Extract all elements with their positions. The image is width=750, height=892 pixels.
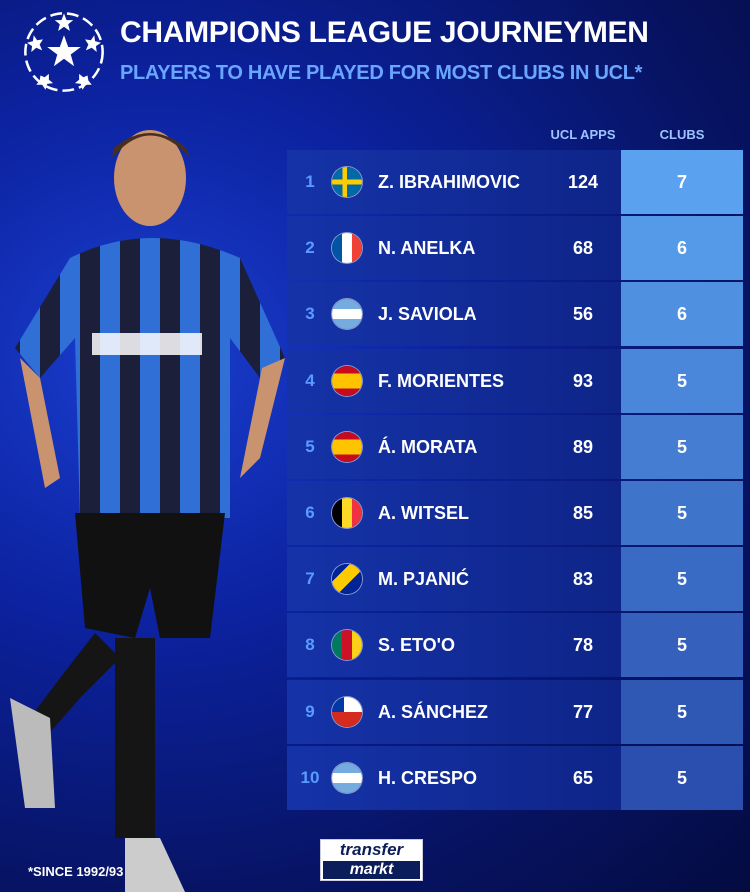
clubs-value: 5 — [621, 348, 743, 413]
table-row: 7 M. PJANIĆ 83 5 — [287, 547, 743, 612]
column-header-clubs: CLUBS — [659, 127, 705, 142]
brand-line-2: markt — [323, 861, 420, 879]
transfermarkt-logo: transfer markt — [320, 839, 423, 881]
argentina-flag-icon — [332, 762, 362, 793]
ucl-starball-icon — [24, 12, 104, 92]
player-name: N. ANELKA — [378, 238, 476, 259]
player-name: M. PJANIĆ — [378, 569, 470, 590]
argentina-flag-icon — [332, 299, 362, 330]
bosnia-flag-icon — [332, 564, 362, 595]
player-name: A. SÁNCHEZ — [378, 701, 489, 722]
sweden-flag-icon — [332, 167, 362, 197]
clubs-value: 6 — [621, 282, 743, 347]
table-row: 3 J. SAVIOLA 56 6 — [287, 282, 743, 347]
france-flag-icon — [332, 233, 362, 264]
player-photo — [10, 130, 285, 892]
cameroon-flag-icon — [332, 630, 362, 661]
clubs-value: 5 — [621, 613, 743, 678]
chile-flag-icon — [332, 696, 362, 727]
table-row: 10 H. CRESPO 65 5 — [287, 745, 743, 810]
player-name: H. CRESPO — [378, 767, 478, 788]
table-row: 1 Z. IBRAHIMOVIC 124 7 — [287, 150, 743, 214]
clubs-value: 5 — [621, 679, 743, 744]
spain-flag-icon — [332, 365, 362, 396]
table-row: 9 A. SÁNCHEZ 77 5 — [287, 679, 743, 744]
table-row: 5 Á. MORATA 89 5 — [287, 414, 743, 479]
clubs-value: 5 — [621, 414, 743, 479]
player-name: S. ETO'O — [378, 635, 455, 656]
page-subtitle: PLAYERS TO HAVE PLAYED FOR MOST CLUBS IN… — [120, 62, 643, 84]
footnote: *SINCE 1992/93 — [28, 864, 124, 879]
brand-line-1: transfer — [339, 840, 404, 859]
table-row: 8 S. ETO'O 78 5 — [287, 613, 743, 678]
clubs-value: 5 — [621, 481, 743, 545]
belgium-flag-icon — [332, 498, 362, 528]
clubs-value: 6 — [621, 216, 743, 281]
table-row: 2 N. ANELKA 68 6 — [287, 216, 743, 281]
column-header-ucl-apps: UCL APPS — [550, 127, 616, 142]
clubs-value: 7 — [621, 150, 743, 214]
page-title: CHAMPIONS LEAGUE JOURNEYMEN — [120, 16, 649, 49]
player-name: Z. IBRAHIMOVIC — [378, 172, 520, 192]
table-row: 4 F. MORIENTES 93 5 — [287, 348, 743, 413]
clubs-value: 5 — [621, 547, 743, 612]
clubs-value: 5 — [621, 745, 743, 810]
spain-flag-icon — [332, 431, 362, 462]
player-name: J. SAVIOLA — [378, 304, 477, 325]
table-row: 6 A. WITSEL 85 5 — [287, 481, 743, 545]
player-name: Á. MORATA — [378, 436, 478, 457]
player-name: A. WITSEL — [378, 503, 469, 523]
player-name: F. MORIENTES — [378, 370, 505, 391]
